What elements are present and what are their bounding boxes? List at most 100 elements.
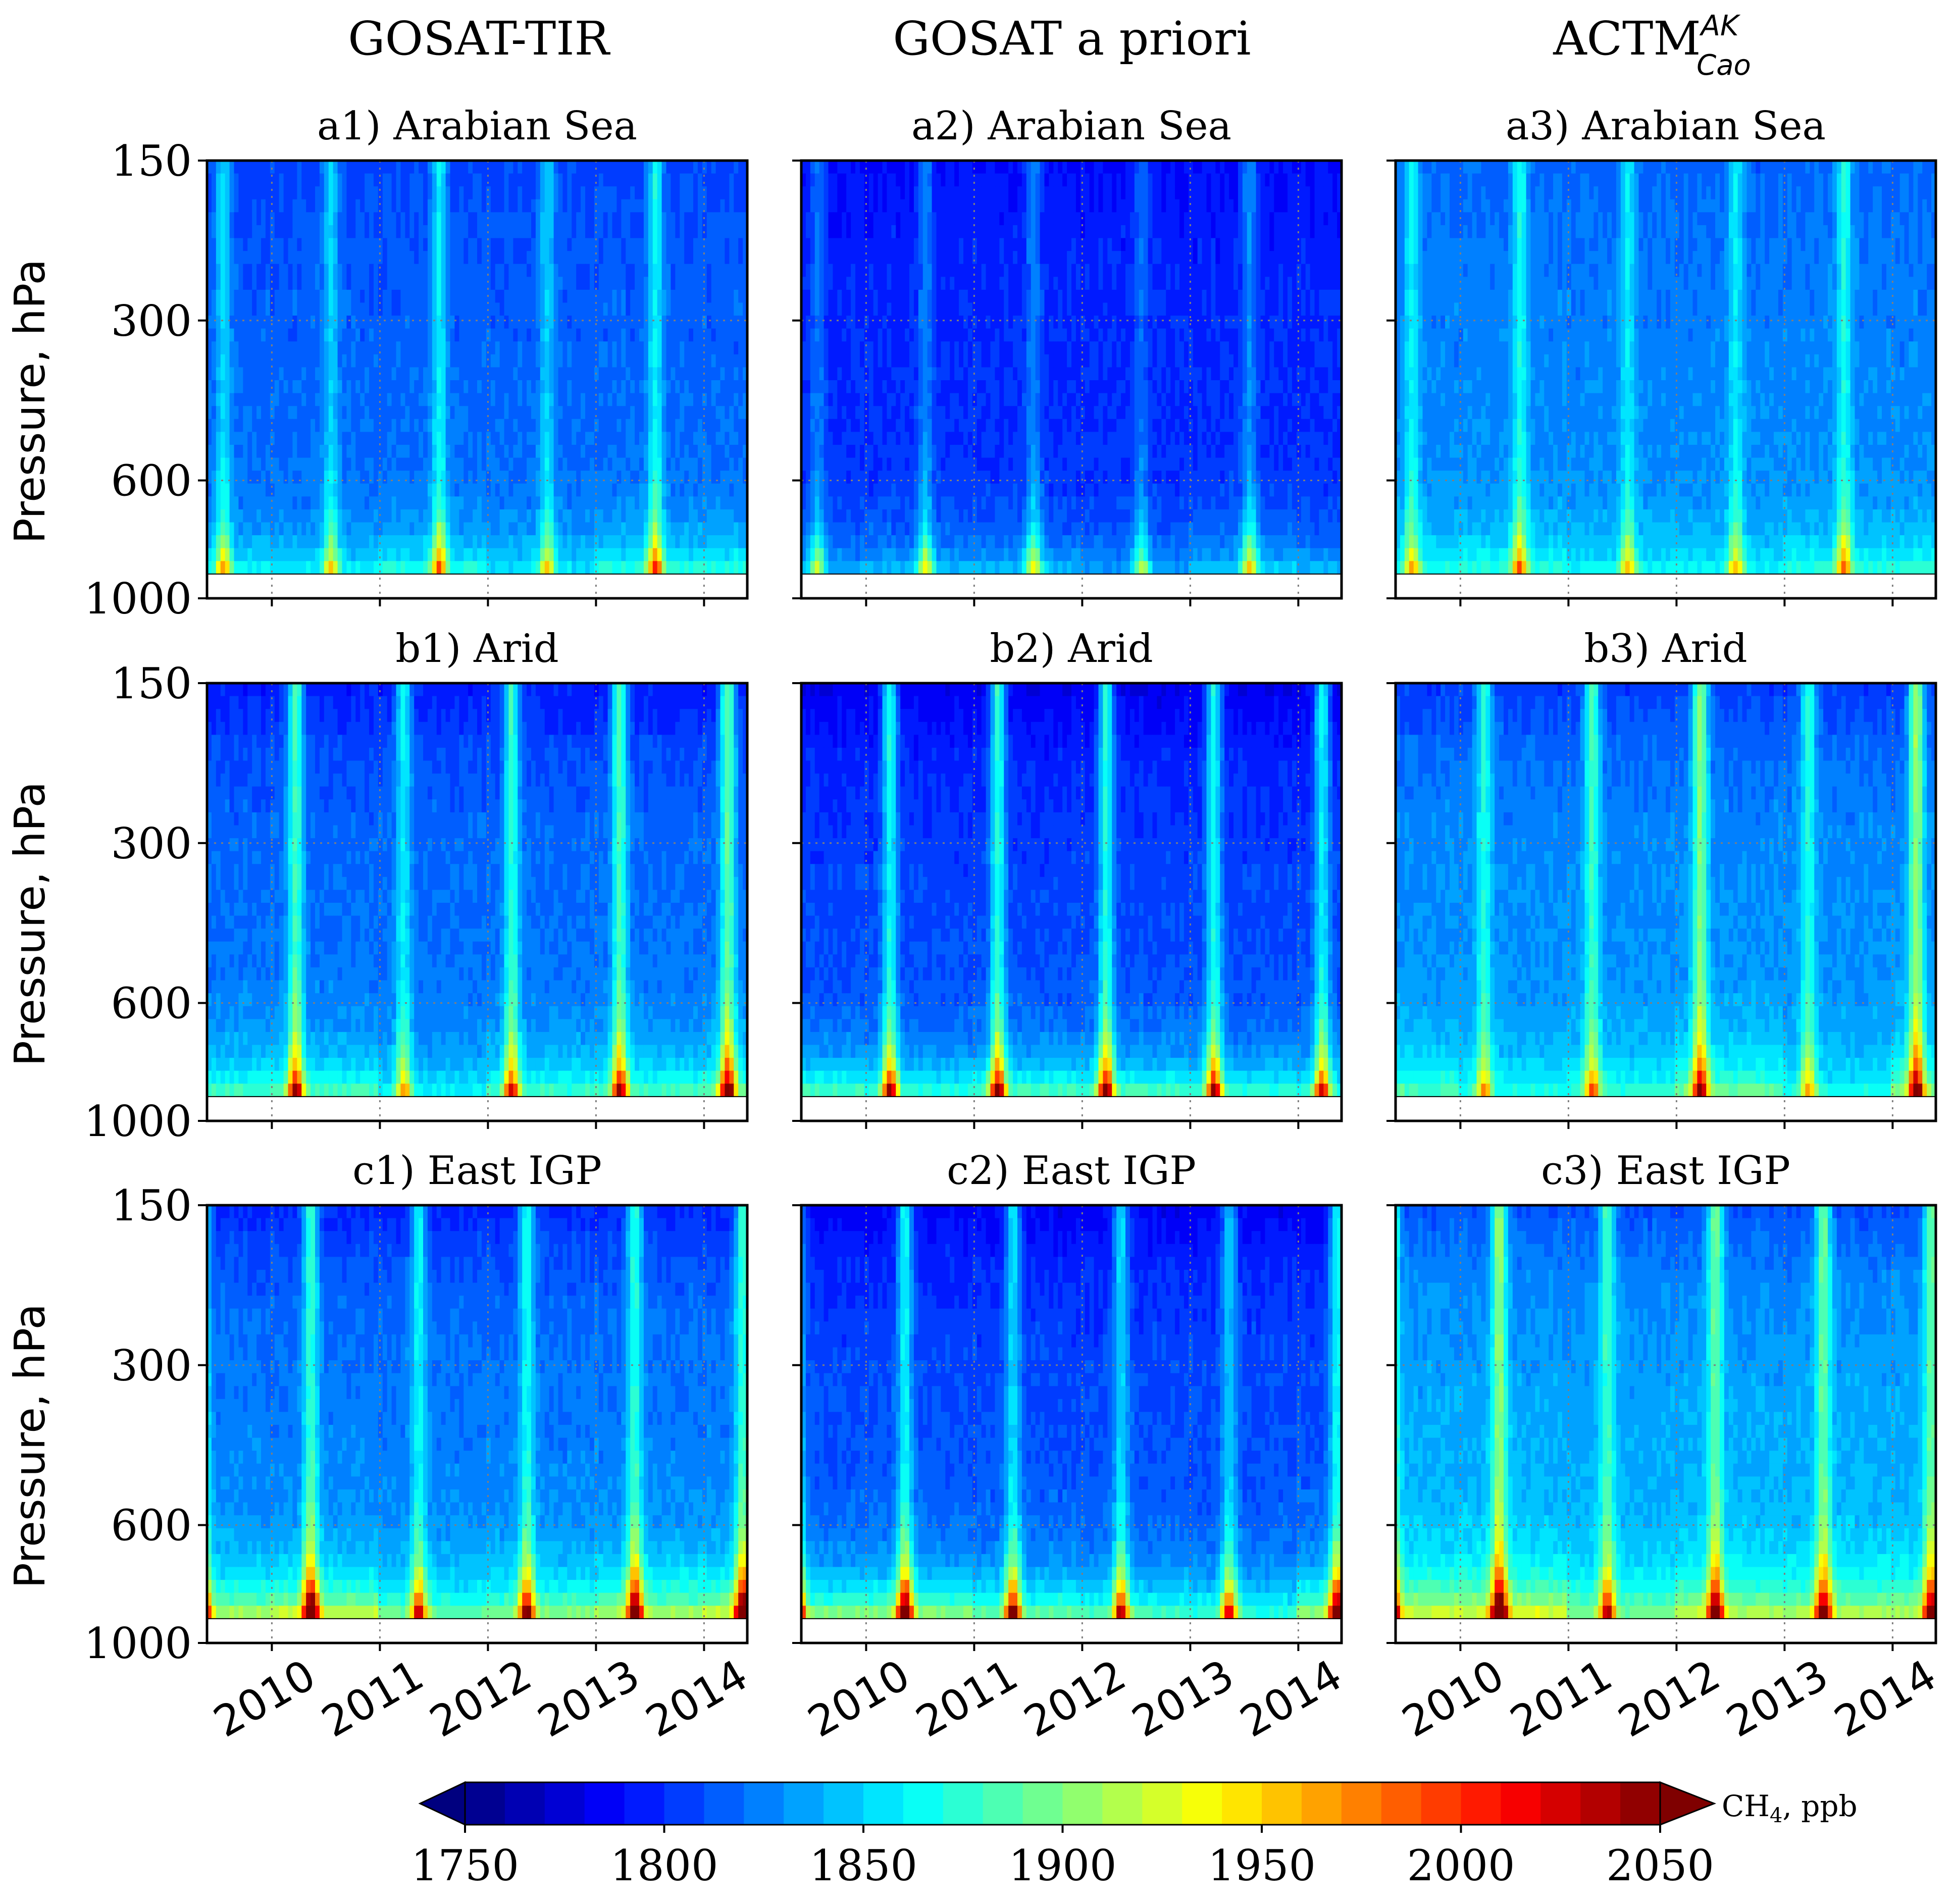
- heatmap-cell: [635, 380, 640, 394]
- heatmap-cell: [311, 186, 316, 200]
- heatmap-cell: [432, 419, 437, 433]
- heatmap-cell: [346, 186, 352, 200]
- heatmap-cell: [360, 173, 365, 187]
- heatmap-cell: [464, 457, 469, 471]
- heatmap-cell: [1260, 199, 1266, 213]
- heatmap-cell: [1193, 212, 1198, 226]
- heatmap-cell: [1283, 199, 1288, 213]
- heatmap-cell: [927, 161, 933, 174]
- heatmap-cell: [630, 289, 635, 303]
- heatmap-cell: [652, 225, 658, 239]
- heatmap-cell: [207, 354, 212, 368]
- heatmap-cell: [238, 354, 244, 368]
- heatmap-cell: [891, 199, 897, 213]
- heatmap-cell: [941, 238, 946, 251]
- heatmap-cell: [306, 406, 311, 420]
- heatmap-cell: [1202, 251, 1207, 265]
- heatmap-cell: [481, 419, 487, 433]
- heatmap-cell: [373, 561, 379, 575]
- heatmap-cell: [616, 199, 622, 213]
- heatmap-cell: [936, 186, 942, 200]
- heatmap-cell: [643, 444, 649, 458]
- heatmap-cell: [499, 535, 505, 549]
- heatmap-cell: [995, 212, 1000, 226]
- heatmap-cell: [1062, 186, 1067, 200]
- heatmap-cell: [283, 419, 289, 433]
- heatmap-cell: [490, 341, 496, 355]
- heatmap-cell: [513, 535, 519, 549]
- heatmap-cell: [1256, 238, 1261, 251]
- heatmap-cell: [346, 432, 352, 445]
- heatmap-cell: [607, 251, 613, 265]
- heatmap-cell: [589, 457, 595, 471]
- heatmap-cell: [635, 406, 640, 420]
- heatmap-cell: [315, 535, 320, 549]
- heatmap-cell: [689, 548, 694, 562]
- heatmap-cell: [342, 212, 347, 226]
- heatmap-cell: [436, 471, 442, 484]
- heatmap-cell: [405, 161, 410, 174]
- heatmap-cell: [639, 496, 644, 510]
- heatmap-cell: [216, 341, 221, 355]
- heatmap-cell: [1071, 173, 1076, 187]
- heatmap-cell: [612, 302, 618, 316]
- heatmap-cell: [405, 328, 410, 342]
- heatmap-cell: [954, 199, 959, 213]
- heatmap-cell: [274, 173, 280, 187]
- heatmap-cell: [540, 406, 545, 420]
- heatmap-cell: [666, 354, 672, 368]
- heatmap-cell: [355, 251, 361, 265]
- heatmap-cell: [283, 173, 289, 187]
- heatmap-cell: [369, 289, 374, 303]
- heatmap-cell: [450, 238, 455, 251]
- heatmap-cell: [499, 354, 505, 368]
- heatmap-cell: [252, 316, 257, 329]
- heatmap-cell: [1175, 186, 1180, 200]
- heatmap-cell: [549, 561, 554, 575]
- heatmap-cell: [1103, 225, 1108, 239]
- heatmap-cell: [261, 316, 266, 329]
- heatmap-cell: [513, 444, 519, 458]
- heatmap-cell: [1157, 264, 1162, 278]
- heatmap-cell: [572, 302, 577, 316]
- heatmap-cell: [292, 561, 298, 575]
- heatmap-cell: [346, 354, 352, 368]
- heatmap-cell: [711, 496, 716, 510]
- heatmap-cell: [459, 289, 465, 303]
- heatmap-cell: [490, 483, 496, 497]
- heatmap-cell: [702, 535, 707, 549]
- heatmap-cell: [684, 341, 689, 355]
- heatmap-cell: [432, 186, 437, 200]
- heatmap-cell: [450, 535, 455, 549]
- heatmap-cell: [319, 496, 325, 510]
- heatmap-cell: [837, 212, 843, 226]
- heatmap-cell: [1256, 225, 1261, 239]
- heatmap-cell: [283, 535, 289, 549]
- heatmap-cell: [319, 289, 325, 303]
- heatmap-cell: [499, 225, 505, 239]
- heatmap-cell: [905, 173, 910, 187]
- heatmap-cell: [297, 328, 302, 342]
- heatmap-cell: [1323, 199, 1329, 213]
- heatmap-cell: [621, 212, 627, 226]
- heatmap-cell: [279, 367, 284, 381]
- heatmap-cell: [1319, 251, 1324, 265]
- heatmap-cell: [603, 483, 608, 497]
- heatmap-cell: [1094, 212, 1099, 226]
- heatmap-cell: [1044, 264, 1050, 278]
- actm-base: ACTM: [1553, 12, 1701, 66]
- heatmap-cell: [355, 548, 361, 562]
- heatmap-cell: [481, 225, 487, 239]
- heatmap-cell: [346, 225, 352, 239]
- heatmap-cell: [468, 509, 473, 523]
- heatmap-cell: [896, 264, 901, 278]
- heatmap-cell: [666, 289, 672, 303]
- heatmap-cell: [558, 509, 563, 523]
- heatmap-cell: [572, 161, 577, 174]
- heatmap-cell: [697, 277, 703, 290]
- heatmap-cell: [1085, 212, 1090, 226]
- heatmap-cell: [522, 173, 527, 187]
- heatmap-cell: [288, 161, 293, 174]
- heatmap-cell: [427, 186, 433, 200]
- heatmap-cell: [576, 212, 581, 226]
